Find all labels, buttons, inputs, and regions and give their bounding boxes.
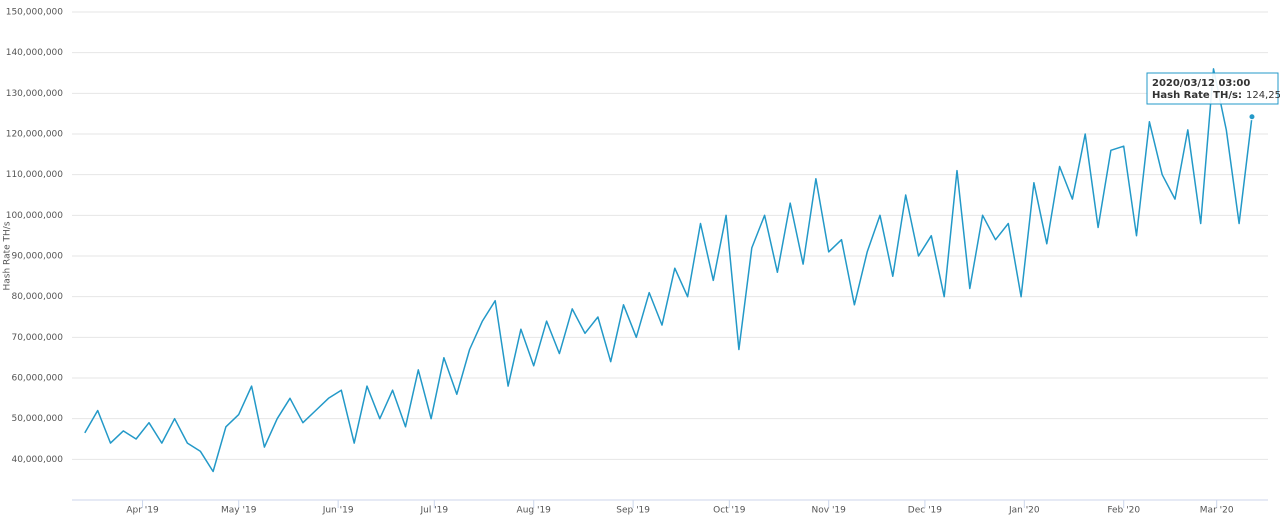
y-tick-label: 60,000,000	[11, 374, 63, 384]
y-tick-label: 100,000,000	[6, 211, 64, 221]
hover-marker	[1248, 113, 1256, 121]
tooltip-value: 124,250,397	[1246, 90, 1280, 101]
y-tick-label: 130,000,000	[6, 89, 64, 99]
x-tick-label: Oct '19	[713, 506, 746, 516]
x-tick-label: Dec '19	[908, 506, 942, 516]
x-tick-label: Apr '19	[126, 506, 159, 516]
y-tick-label: 120,000,000	[6, 130, 64, 140]
y-tick-label: 50,000,000	[11, 414, 63, 424]
x-tick-label: Jul '19	[419, 506, 448, 516]
x-tick-label: Feb '20	[1107, 506, 1140, 516]
y-tick-label: 110,000,000	[6, 170, 64, 180]
y-tick-label: 150,000,000	[6, 8, 64, 18]
y-tick-label: 40,000,000	[11, 455, 63, 465]
y-tick-label: 70,000,000	[11, 333, 63, 343]
x-tick-label: Mar '20	[1200, 506, 1234, 516]
x-tick-label: Nov '19	[812, 506, 847, 516]
x-tick-label: Jun '19	[322, 506, 354, 516]
tooltip-date: 2020/03/12 03:00	[1152, 78, 1250, 89]
y-tick-label: 140,000,000	[6, 48, 64, 58]
x-tick-label: Sep '19	[616, 506, 650, 516]
x-tick-label: May '19	[221, 506, 257, 516]
tooltip-label: Hash Rate TH/s:	[1152, 90, 1242, 101]
x-tick-label: Jan '20	[1008, 506, 1040, 516]
tooltip-box	[1146, 72, 1279, 105]
y-tick-label: 90,000,000	[11, 252, 63, 262]
y-axis-title: Hash Rate TH/s	[3, 221, 13, 290]
y-tick-label: 80,000,000	[11, 292, 63, 302]
x-tick-label: Aug '19	[517, 506, 552, 516]
data-line	[84, 68, 1253, 473]
